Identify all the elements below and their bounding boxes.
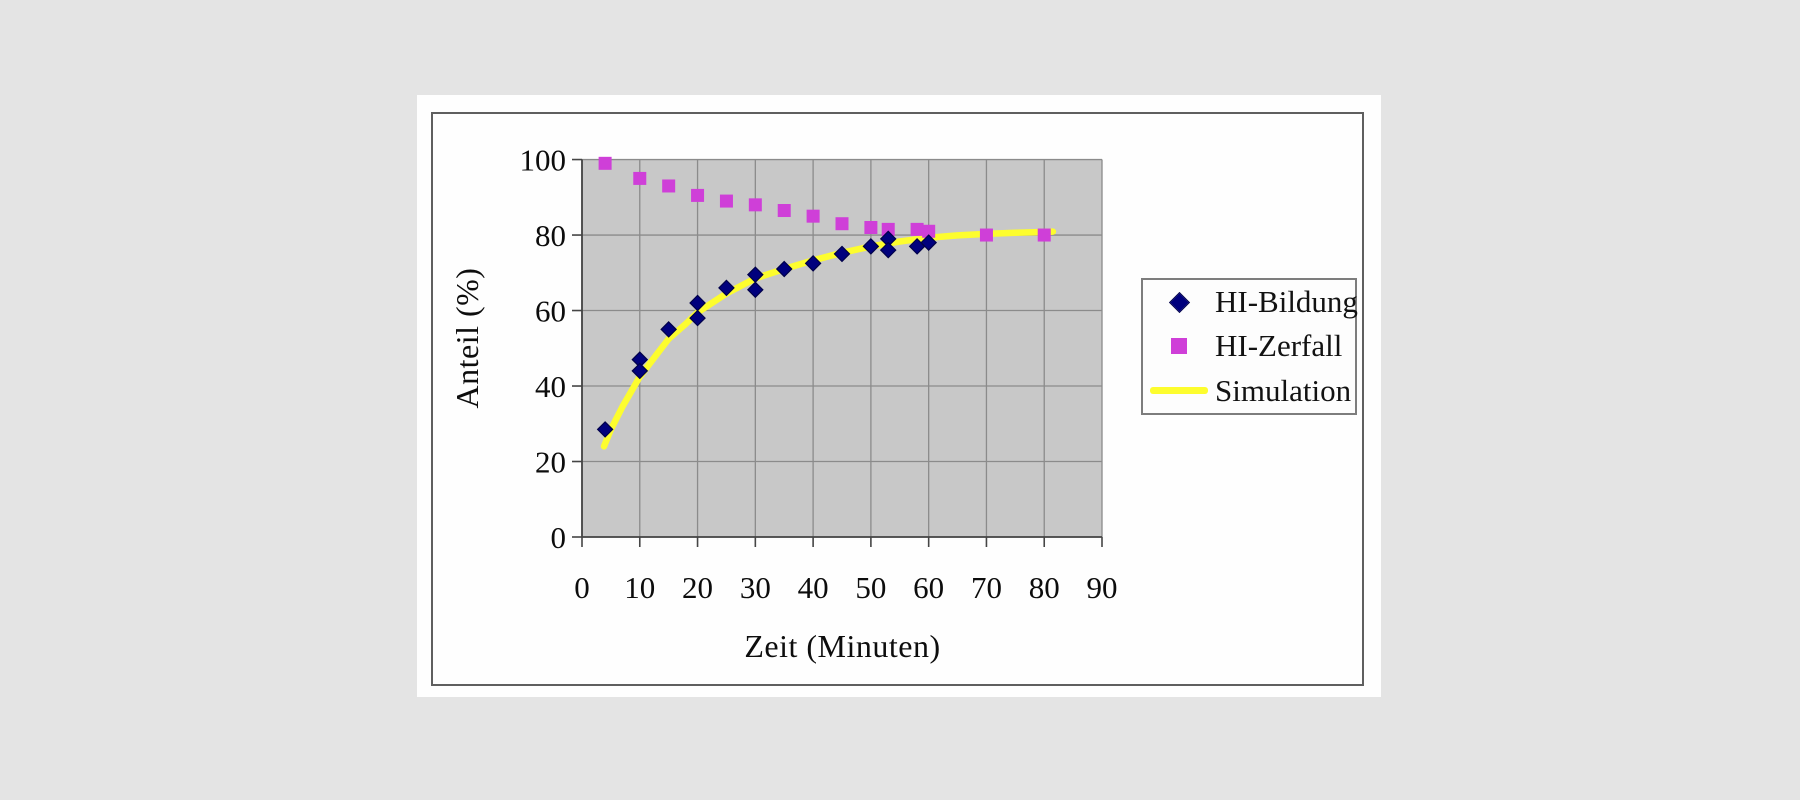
y-tick-label: 60	[535, 294, 566, 329]
data-point-hi-bildung	[631, 362, 649, 380]
legend-label: HI-Zerfall	[1215, 328, 1343, 364]
x-tick-label: 20	[682, 570, 713, 605]
x-tick-label: 0	[574, 570, 590, 605]
legend-label: HI-Bildung	[1215, 284, 1358, 320]
legend-item-simulation: Simulation	[1143, 371, 1355, 411]
data-point-hi-bildung	[660, 321, 678, 338]
data-point-hi-zerfall	[719, 194, 733, 208]
x-tick-label: 10	[624, 570, 655, 605]
data-point-hi-zerfall	[881, 222, 895, 236]
square-icon	[1171, 338, 1187, 355]
data-point-hi-bildung	[718, 279, 735, 297]
y-tick-label: 0	[551, 520, 567, 555]
y-tick-label: 20	[535, 445, 566, 480]
x-tick-label: 90	[1087, 570, 1118, 605]
data-point-hi-zerfall	[922, 224, 936, 238]
data-point-hi-bildung	[920, 234, 938, 251]
x-tick-label: 40	[798, 570, 829, 605]
data-point-hi-zerfall	[864, 220, 878, 234]
line-icon	[1150, 387, 1208, 395]
data-point-hi-bildung	[775, 260, 793, 278]
data-point-hi-zerfall	[979, 228, 993, 242]
data-point-hi-bildung	[746, 281, 764, 299]
x-tick-label: 60	[913, 570, 944, 605]
data-point-hi-bildung	[833, 245, 851, 263]
y-tick-label: 40	[535, 369, 566, 404]
data-point-hi-zerfall	[910, 222, 924, 236]
data-point-hi-bildung	[862, 238, 880, 255]
data-point-hi-zerfall	[1037, 228, 1051, 242]
data-point-hi-zerfall	[662, 179, 676, 193]
data-point-hi-bildung	[689, 309, 706, 327]
data-point-hi-zerfall	[748, 198, 762, 212]
diamond-icon	[1168, 291, 1190, 313]
data-point-hi-zerfall	[598, 156, 612, 170]
data-point-hi-zerfall	[633, 171, 647, 185]
legend: HI-Bildung HI-Zerfall Simulation	[1141, 278, 1358, 415]
data-point-hi-zerfall	[691, 188, 705, 202]
data-point-hi-zerfall	[806, 209, 820, 223]
legend-item-hi-bildung: HI-Bildung	[1143, 282, 1358, 322]
y-tick-label: 100	[520, 143, 567, 178]
data-point-hi-bildung	[596, 421, 614, 438]
data-point-hi-zerfall	[835, 217, 849, 231]
legend-label: Simulation	[1215, 372, 1352, 408]
data-point-hi-bildung	[804, 255, 822, 272]
x-tick-label: 30	[740, 570, 771, 605]
x-tick-label: 70	[971, 570, 1002, 605]
legend-item-hi-zerfall: HI-Zerfall	[1143, 326, 1355, 366]
data-point-hi-zerfall	[777, 204, 791, 218]
chart-border	[431, 112, 1364, 686]
x-tick-label: 80	[1029, 570, 1060, 605]
x-axis-title: Zeit (Minuten)	[744, 628, 941, 664]
x-tick-label: 50	[855, 570, 886, 605]
data-point-hi-bildung	[879, 241, 897, 259]
y-tick-label: 80	[535, 218, 566, 253]
y-axis-title: Anteil (%)	[449, 267, 485, 409]
